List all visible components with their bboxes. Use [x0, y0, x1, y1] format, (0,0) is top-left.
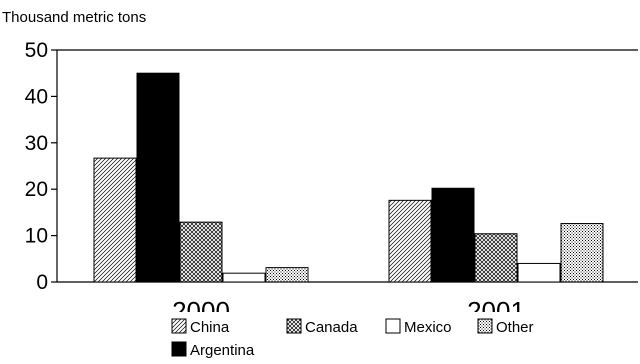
legend-swatch-canada — [286, 318, 302, 334]
y-tick-label: 40 — [25, 85, 48, 108]
bar-china-2001 — [388, 199, 432, 283]
y-axis-unit-label: Thousand metric tons — [2, 9, 146, 26]
bar-china-2000 — [93, 157, 137, 283]
legend-swatch-mexico — [385, 318, 401, 334]
legend-label-argentina: Argentina — [190, 342, 255, 359]
bar-mexico-2000 — [222, 272, 266, 283]
legend-background — [160, 312, 600, 364]
bar-canada-2000 — [179, 221, 223, 283]
y-tick-label: 10 — [25, 225, 48, 248]
legend-label-china: China — [190, 319, 230, 336]
legend-swatch-china — [171, 318, 187, 334]
legend-label-canada: Canada — [305, 319, 358, 336]
y-tick-label: 0 — [36, 271, 48, 294]
legend-label-mexico: Mexico — [404, 319, 452, 336]
bar-mexico-2001 — [517, 262, 561, 283]
legend-swatch-other — [477, 318, 493, 334]
y-tick-label: 30 — [25, 132, 48, 155]
y-tick-label: 50 — [25, 39, 48, 62]
bar-argentina-2000 — [136, 72, 180, 283]
bar-other-2000 — [265, 267, 309, 283]
legend-swatch-argentina — [171, 341, 187, 357]
bar-other-2001 — [560, 223, 604, 283]
bar-canada-2001 — [474, 233, 518, 283]
bar-argentina-2001 — [431, 187, 475, 283]
y-tick-label: 20 — [25, 178, 48, 201]
legend-label-other: Other — [496, 319, 534, 336]
